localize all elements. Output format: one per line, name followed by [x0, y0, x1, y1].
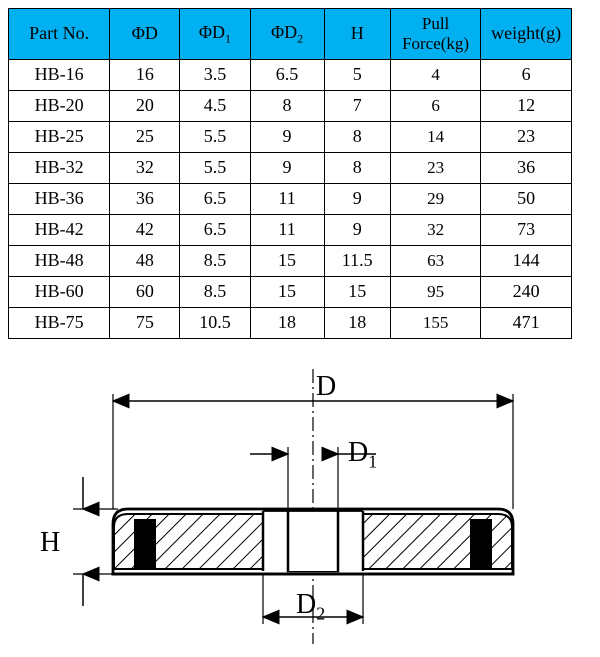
- table-cell: 32: [110, 153, 180, 184]
- table-row: HB-757510.51818155471: [9, 308, 572, 339]
- table-body: HB-16163.56.5546HB-20204.587612HB-25255.…: [9, 60, 572, 339]
- table-cell: 23: [390, 153, 481, 184]
- table-cell: 63: [390, 246, 481, 277]
- table-cell: 12: [481, 91, 572, 122]
- table-cell: 11.5: [324, 246, 390, 277]
- dim-label-d1: D1: [348, 437, 377, 473]
- col-header-d1: ΦD1: [180, 9, 250, 60]
- table-cell: 11: [250, 184, 324, 215]
- table-row: HB-42426.51193273: [9, 215, 572, 246]
- table-cell: 240: [481, 277, 572, 308]
- table-cell: 15: [250, 277, 324, 308]
- col-header-d: ΦD: [110, 9, 180, 60]
- col-header-weight: weight(g): [481, 9, 572, 60]
- table-cell: 15: [324, 277, 390, 308]
- table-cell: 6.5: [180, 215, 250, 246]
- table-cell: HB-42: [9, 215, 110, 246]
- col-header-partno: Part No.: [9, 9, 110, 60]
- table-cell: HB-25: [9, 122, 110, 153]
- table-cell: 3.5: [180, 60, 250, 91]
- dim-label-h: H: [40, 527, 60, 559]
- dim-label-d2: D2: [296, 589, 325, 625]
- table-cell: 471: [481, 308, 572, 339]
- table-cell: HB-75: [9, 308, 110, 339]
- table-cell: 75: [110, 308, 180, 339]
- table-cell: 8: [324, 122, 390, 153]
- table-cell: 18: [250, 308, 324, 339]
- table-cell: 6: [481, 60, 572, 91]
- table-row: HB-16163.56.5546: [9, 60, 572, 91]
- table-cell: 16: [110, 60, 180, 91]
- table-cell: 9: [250, 153, 324, 184]
- table-cell: HB-36: [9, 184, 110, 215]
- cross-section-diagram: D D1 H D2: [18, 359, 578, 649]
- table-cell: 5: [324, 60, 390, 91]
- table-cell: 8: [250, 91, 324, 122]
- table-cell: 9: [324, 215, 390, 246]
- table-row: HB-60608.5151595240: [9, 277, 572, 308]
- table-cell: 155: [390, 308, 481, 339]
- table-cell: 8.5: [180, 246, 250, 277]
- table-cell: 25: [110, 122, 180, 153]
- table-cell: HB-48: [9, 246, 110, 277]
- table-cell: HB-32: [9, 153, 110, 184]
- table-cell: 29: [390, 184, 481, 215]
- table-cell: 8.5: [180, 277, 250, 308]
- table-cell: 36: [110, 184, 180, 215]
- table-cell: 6: [390, 91, 481, 122]
- table-cell: 15: [250, 246, 324, 277]
- table-cell: 14: [390, 122, 481, 153]
- table-row: HB-20204.587612: [9, 91, 572, 122]
- table-cell: 5.5: [180, 153, 250, 184]
- table-cell: 73: [481, 215, 572, 246]
- table-row: HB-36366.51192950: [9, 184, 572, 215]
- table-cell: 11: [250, 215, 324, 246]
- table-cell: 4: [390, 60, 481, 91]
- table-cell: 18: [324, 308, 390, 339]
- table-cell: 36: [481, 153, 572, 184]
- table-cell: 50: [481, 184, 572, 215]
- table-cell: 32: [390, 215, 481, 246]
- spec-table: Part No. ΦD ΦD1 ΦD2 H PullForce(kg) weig…: [8, 8, 572, 339]
- table-cell: 23: [481, 122, 572, 153]
- table-cell: 7: [324, 91, 390, 122]
- col-header-pullforce: PullForce(kg): [390, 9, 481, 60]
- table-cell: 42: [110, 215, 180, 246]
- table-cell: HB-60: [9, 277, 110, 308]
- table-cell: 60: [110, 277, 180, 308]
- table-row: HB-32325.5982336: [9, 153, 572, 184]
- col-header-h: H: [324, 9, 390, 60]
- dim-label-d: D: [316, 371, 336, 403]
- table-cell: 48: [110, 246, 180, 277]
- table-row: HB-48488.51511.563144: [9, 246, 572, 277]
- table-cell: 6.5: [250, 60, 324, 91]
- table-cell: 6.5: [180, 184, 250, 215]
- table-cell: 9: [250, 122, 324, 153]
- table-cell: 8: [324, 153, 390, 184]
- table-header-row: Part No. ΦD ΦD1 ΦD2 H PullForce(kg) weig…: [9, 9, 572, 60]
- col-header-d2: ΦD2: [250, 9, 324, 60]
- table-cell: 144: [481, 246, 572, 277]
- table-cell: 4.5: [180, 91, 250, 122]
- table-row: HB-25255.5981423: [9, 122, 572, 153]
- table-cell: HB-20: [9, 91, 110, 122]
- table-cell: 5.5: [180, 122, 250, 153]
- table-cell: 10.5: [180, 308, 250, 339]
- table-cell: 9: [324, 184, 390, 215]
- table-cell: HB-16: [9, 60, 110, 91]
- table-cell: 20: [110, 91, 180, 122]
- table-cell: 95: [390, 277, 481, 308]
